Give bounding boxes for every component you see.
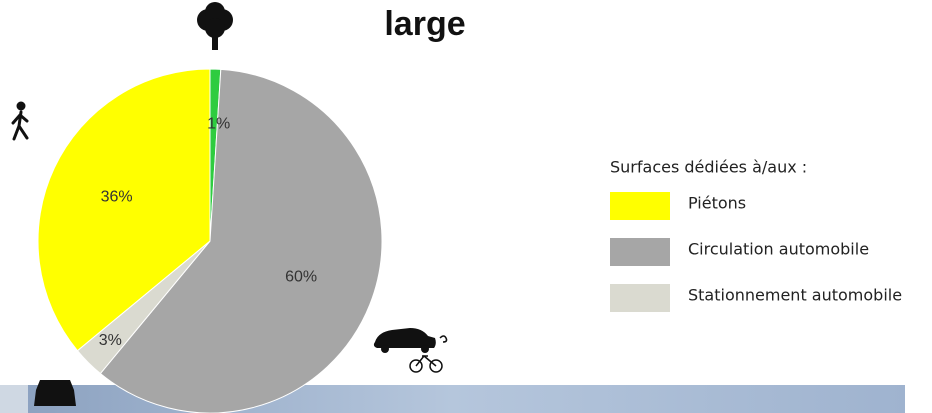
pie-slice bbox=[37, 68, 211, 352]
background-photo bbox=[0, 385, 28, 413]
legend-swatch bbox=[610, 192, 670, 220]
tree-icon bbox=[197, 2, 233, 50]
pie-slice bbox=[99, 68, 383, 413]
parked-car-icon bbox=[34, 380, 76, 406]
data-label: 3% bbox=[99, 332, 122, 349]
legend-label: Circulation automobile bbox=[688, 240, 869, 259]
data-label: 36% bbox=[101, 188, 133, 205]
data-label: 1% bbox=[207, 115, 230, 132]
car-icon bbox=[373, 328, 436, 353]
legend-swatch bbox=[610, 284, 670, 312]
legend-title: Surfaces dédiées à/aux : bbox=[610, 158, 807, 177]
legend-swatch bbox=[610, 238, 670, 266]
legend-label: Stationnement automobile bbox=[688, 286, 902, 305]
pedestrian-icon bbox=[11, 101, 29, 141]
bicycle-icon bbox=[409, 335, 448, 373]
data-label: 60% bbox=[285, 268, 317, 285]
chart-title: large bbox=[384, 5, 465, 43]
legend-label: Piétons bbox=[688, 194, 746, 213]
